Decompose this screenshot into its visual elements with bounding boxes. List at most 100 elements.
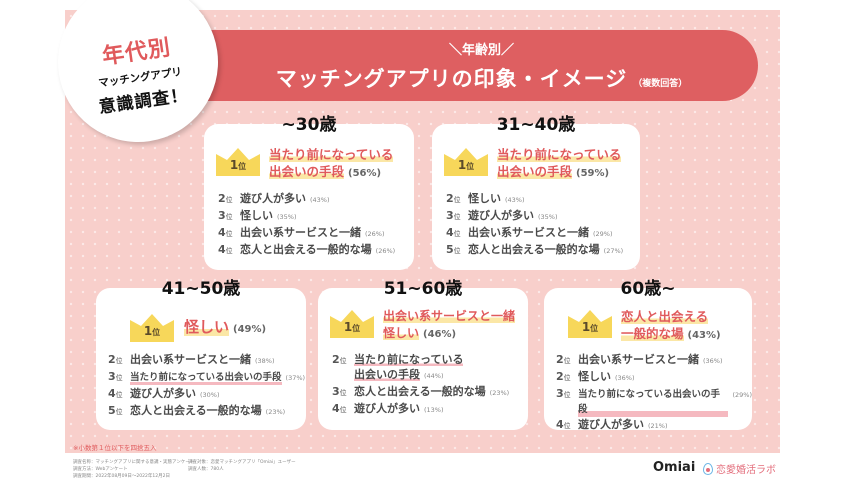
rank-item: 3位 怪しい (35%) xyxy=(218,208,395,225)
rank-pct: (35%) xyxy=(277,213,297,221)
rank-num: 2 xyxy=(556,370,564,383)
rank-label: 出会い系サービスと一緒 xyxy=(578,353,699,366)
first-place-text: 出会い系サービスと一緒 怪しい (46%) xyxy=(383,308,516,343)
rank-num: 4 xyxy=(556,418,564,431)
rank-suffix: 位 xyxy=(563,357,571,365)
rank-suffix: 位 xyxy=(352,324,361,333)
first-line-1: 出会い系サービスと一緒 xyxy=(383,309,516,323)
card-age-under-30: ~30歳 1位 当たり前になっている 出会いの手段 (56%) 2位 遊び人が多い(… xyxy=(204,115,414,270)
drop-logo-icon xyxy=(703,462,713,475)
rank-suffix: 位 xyxy=(225,213,233,221)
rank-num: 5 xyxy=(446,243,454,256)
crown-icon: 1位 xyxy=(568,308,612,338)
rank-label: 遊び人が多い xyxy=(468,209,534,222)
rank-pct: (43%) xyxy=(310,196,330,204)
header-banner: ＼年齢別／ マッチングアプリの印象・イメージ （複数回答） xyxy=(205,30,758,101)
rank-num: 2 xyxy=(446,192,454,205)
lab-logo-text: 恋愛婚活ラボ xyxy=(716,465,776,476)
renai-konkatsu-lab-logo: 恋愛婚活ラボ xyxy=(703,461,776,476)
rank-suffix: 位 xyxy=(115,391,123,399)
first-place-row: 1位 当たり前になっている 出会いの手段 (59%) xyxy=(444,146,622,182)
first-pct: (43%) xyxy=(687,330,721,341)
survey-period: 調査期間：2022年08月09日～2022年12月2日 xyxy=(73,474,170,479)
first-place-text: 当たり前になっている 出会いの手段 (59%) xyxy=(497,146,622,182)
rank-num: 4 xyxy=(218,243,226,256)
rank-suffix: 位 xyxy=(115,408,123,416)
rank-pct: (21%) xyxy=(648,422,668,430)
rank-num: 4 xyxy=(332,402,340,415)
first-pct: (46%) xyxy=(423,329,457,340)
survey-count: 調査人数：780人 xyxy=(188,467,224,472)
rank-label: 当たり前になっている出会いの手段 xyxy=(578,387,729,417)
rank-suffix: 位 xyxy=(466,162,475,171)
rank-num: 3 xyxy=(108,370,116,383)
card-age-label: 51~60歳 xyxy=(383,279,463,299)
banner-subtitle: ＼年齢別／ xyxy=(448,43,514,58)
rank-suffix: 位 xyxy=(339,406,347,414)
first-place-text: 恋人と出会える 一般的な場 (43%) xyxy=(621,308,721,344)
badge-title: 年代別 xyxy=(100,35,173,70)
banner-title-text: マッチングアプリの印象・イメージ xyxy=(275,67,628,91)
rank-suffix: 位 xyxy=(115,374,123,382)
rank-num: 3 xyxy=(218,209,226,222)
rank-label: 恋人と出会える一般的な場 xyxy=(240,243,372,256)
rank-pct: (37%) xyxy=(285,374,306,382)
rank-suffix: 位 xyxy=(225,230,233,238)
rank-pct: (29%) xyxy=(593,230,613,238)
rank-num: 4 xyxy=(446,226,454,239)
rank-suffix: 位 xyxy=(563,374,571,382)
first-line-1: 恋人と出会える xyxy=(621,309,709,324)
rank-list: 2位 遊び人が多い (43%) 3位 怪しい (35%) 4位 出会い系サービスと一緒 (2… xyxy=(218,191,395,259)
rank-label: 出会い系サービスと一緒 xyxy=(240,226,361,239)
rank-suffix: 位 xyxy=(339,389,347,397)
rank-suffix: 位 xyxy=(225,247,233,255)
survey-target: 調査対象：恋愛マッチングアプリ「Omiai」ユーザー xyxy=(188,460,296,465)
rank-pct: (30%) xyxy=(200,391,220,399)
rank-list: 2位 当たり前になっている 出会いの手段 (44%) 3位 恋人と出会える一般的な場 (2… xyxy=(332,352,509,418)
crown-icon: 1位 xyxy=(330,308,374,338)
rank-num: 3 xyxy=(332,385,340,398)
rank-label: 恋人と出会える一般的な場 xyxy=(468,243,600,256)
rank-num: 3 xyxy=(556,387,564,400)
banner-title: マッチングアプリの印象・イメージ （複数回答） xyxy=(205,63,758,93)
first-pct: (49%) xyxy=(233,324,267,335)
first-line-1: 当たり前になっている xyxy=(497,147,622,162)
rank-num: 2 xyxy=(218,192,226,205)
rank-label-line-2: 出会いの手段 xyxy=(354,368,420,381)
rank-label: 当たり前になっている出会いの手段 xyxy=(130,370,282,385)
crown-rank: 1 xyxy=(229,158,239,172)
survey-name: 調査名称：マッチングアプリに関する意識・実態アンケート xyxy=(73,460,195,465)
rank-pct: (35%) xyxy=(538,213,558,221)
rank-item: 3位 恋人と出会える一般的な場 (23%) xyxy=(332,384,509,401)
rank-item: 4位 出会い系サービスと一緒 (29%) xyxy=(446,225,623,242)
rank-suffix: 位 xyxy=(225,196,233,204)
survey-method: 調査方法：Webアンケート xyxy=(73,467,128,472)
rank-label: 怪しい xyxy=(578,370,611,383)
rank-pct: (26%) xyxy=(365,230,385,238)
rank-suffix: 位 xyxy=(590,324,599,333)
rank-label: 遊び人が多い xyxy=(130,387,196,400)
first-place-row: 1位 出会い系サービスと一緒 怪しい (46%) xyxy=(330,308,516,343)
crown-rank: 1 xyxy=(581,320,591,334)
crown-rank: 1 xyxy=(343,320,353,334)
rank-item: 4位 恋人と出会える一般的な場 (26%) xyxy=(218,242,395,259)
rank-suffix: 位 xyxy=(339,357,347,365)
rank-num: 5 xyxy=(108,404,116,417)
rank-pct: (43%) xyxy=(505,196,525,204)
first-line-2: 出会いの手段 xyxy=(497,164,573,179)
first-line-1: 怪しい xyxy=(184,318,230,336)
first-place-row: 1位 当たり前になっている 出会いの手段 (56%) xyxy=(216,146,394,182)
card-age-51-60: 51~60歳 1位 出会い系サービスと一緒 怪しい (46%) 2位 当たり前になっ… xyxy=(318,279,528,430)
first-line-1: 当たり前になっている xyxy=(269,147,394,162)
rank-suffix: 位 xyxy=(152,328,161,337)
rank-num: 2 xyxy=(108,353,116,366)
rank-num: 2 xyxy=(332,353,340,366)
rank-label: 遊び人が多い xyxy=(240,192,306,205)
first-pct: (56%) xyxy=(348,168,382,179)
rank-suffix: 位 xyxy=(453,247,461,255)
crown-rank: 1 xyxy=(457,158,467,172)
banner-note: （複数回答） xyxy=(633,79,688,89)
rank-pct: (29%) xyxy=(732,391,752,399)
crown-icon: 1位 xyxy=(444,146,488,176)
rank-list: 2位 出会い系サービスと一緒 (36%) 2位 怪しい (36%) 3位 当たり前になって… xyxy=(556,352,752,434)
